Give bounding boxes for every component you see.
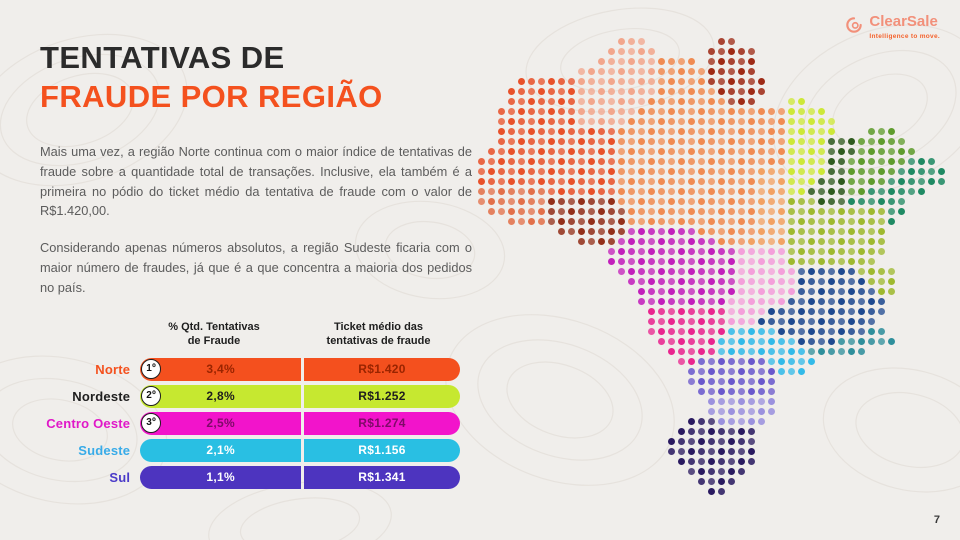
page-title-line1: TENTATIVAS DE [40, 40, 285, 75]
region-label: Centro Oeste [46, 415, 131, 431]
header-ticket-medio: Ticket médio das tentativas de fraude [326, 321, 431, 348]
region-label: Norte [95, 361, 131, 377]
clearsale-logo-text: ClearSale Intelligence to move. [869, 13, 940, 40]
ticket-bar: R$1.156 [304, 438, 460, 462]
paragraph-2: Considerando apenas números absolutos, a… [40, 240, 472, 295]
ticket-value: R$1.341 [358, 470, 406, 485]
clearsale-logo: ClearSale Intelligence to move. [844, 13, 940, 40]
ticket-value: R$1.274 [358, 416, 406, 431]
ticket-bar: R$1.274 [304, 411, 460, 435]
rank-badge: 1º [141, 358, 162, 379]
brazil-dot-map [478, 28, 948, 506]
pct-bar: 1º 3,4% [140, 357, 302, 381]
page-title-line2: FRAUDE POR REGIÃO [40, 79, 383, 114]
rank-badge: 3º [141, 412, 162, 433]
region-label: Nordeste [72, 388, 131, 404]
ticket-value: R$1.252 [358, 389, 406, 404]
ticket-value: R$1.420 [358, 362, 406, 377]
table-row: Sudeste 2,1% R$1.156 [40, 438, 460, 462]
pct-value: 2,8% [206, 389, 235, 404]
page-number: 7 [933, 514, 940, 526]
logo-name: ClearSale [869, 13, 938, 30]
pct-value: 3,4% [206, 362, 235, 377]
pct-bar: 1,1% [140, 465, 302, 489]
fraud-table-rows: Norte 1º 3,4% R$1.420 Nordeste 2º 2,8% R$1.252 C… [40, 357, 460, 489]
region-label: Sudeste [78, 442, 131, 458]
logo-tagline: Intelligence to move. [869, 32, 940, 40]
table-row: Norte 1º 3,4% R$1.420 [40, 357, 460, 381]
table-row: Sul 1,1% R$1.341 [40, 465, 460, 489]
ticket-value: R$1.156 [358, 443, 406, 458]
region-label: Sul [109, 469, 131, 485]
table-header-row: % Qtd. Tentativas de Fraude Ticket médio… [132, 320, 460, 349]
pct-bar: 2,1% [140, 438, 302, 462]
pct-bar: 2º 2,8% [140, 384, 302, 408]
ticket-bar: R$1.341 [304, 465, 460, 489]
ticket-bar: R$1.252 [304, 384, 460, 408]
paragraph-1: Mais uma vez, a região Norte continua co… [40, 144, 472, 219]
header-pct-fraude: % Qtd. Tentativas de Fraude [168, 321, 260, 348]
clearsale-logo-icon [846, 17, 863, 33]
left-column: TENTATIVAS DE FRAUDE POR REGIÃO Mais uma… [40, 38, 472, 315]
pct-value: 2,1% [206, 443, 235, 458]
fraud-table: % Qtd. Tentativas de Fraude Ticket médio… [40, 320, 460, 493]
pct-value: 2,5% [206, 416, 235, 431]
body-text: Mais uma vez, a região Norte continua co… [40, 142, 472, 298]
rank-badge: 2º [141, 385, 162, 406]
page-title: TENTATIVAS DE FRAUDE POR REGIÃO [40, 38, 472, 116]
ticket-bar: R$1.420 [304, 357, 460, 381]
table-row: Centro Oeste 3º 2,5% R$1.274 [40, 411, 460, 435]
table-row: Nordeste 2º 2,8% R$1.252 [40, 384, 460, 408]
pct-value: 1,1% [206, 470, 235, 485]
pct-bar: 3º 2,5% [140, 411, 302, 435]
